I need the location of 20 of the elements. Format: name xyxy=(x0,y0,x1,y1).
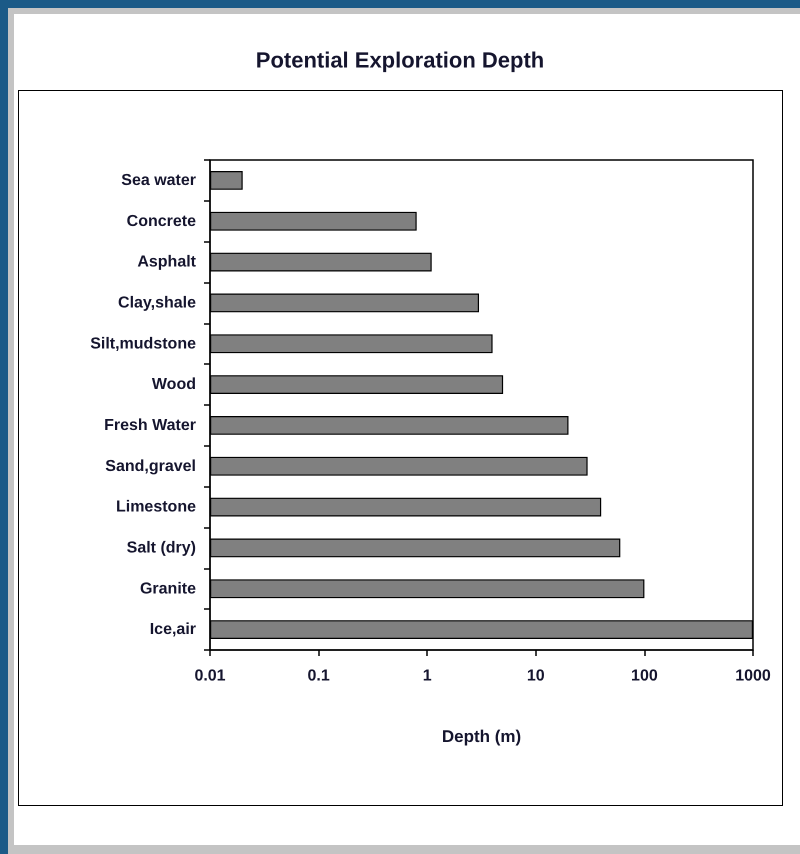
y-tick-label: Sea water xyxy=(121,172,196,189)
y-tick-label: Clay,shale xyxy=(118,294,196,312)
y-tick-label: Limestone xyxy=(116,498,196,516)
x-tick-label: 1000 xyxy=(735,668,771,684)
x-tick-label: 0.1 xyxy=(307,668,330,684)
chart-title: Potential Exploration Depth xyxy=(256,48,544,72)
y-tick-label: Ice,air xyxy=(150,621,196,638)
x-tick-label: 100 xyxy=(631,668,658,684)
y-tick-label: Sand,gravel xyxy=(105,458,196,475)
x-tick-label: 10 xyxy=(526,668,545,684)
y-tick-label: Granite xyxy=(140,580,196,598)
x-tick-label: 0.01 xyxy=(194,668,226,684)
y-tick-label: Concrete xyxy=(126,212,196,230)
y-tick-label: Wood xyxy=(152,376,196,394)
y-tick-label: Salt (dry) xyxy=(126,539,196,556)
x-axis-title: Depth (m) xyxy=(442,727,522,746)
y-tick-label: Asphalt xyxy=(137,254,197,271)
y-tick-label: Silt,mudstone xyxy=(90,335,196,352)
x-tick-label: 1 xyxy=(422,668,432,684)
y-tick-label: Fresh Water xyxy=(104,416,196,434)
